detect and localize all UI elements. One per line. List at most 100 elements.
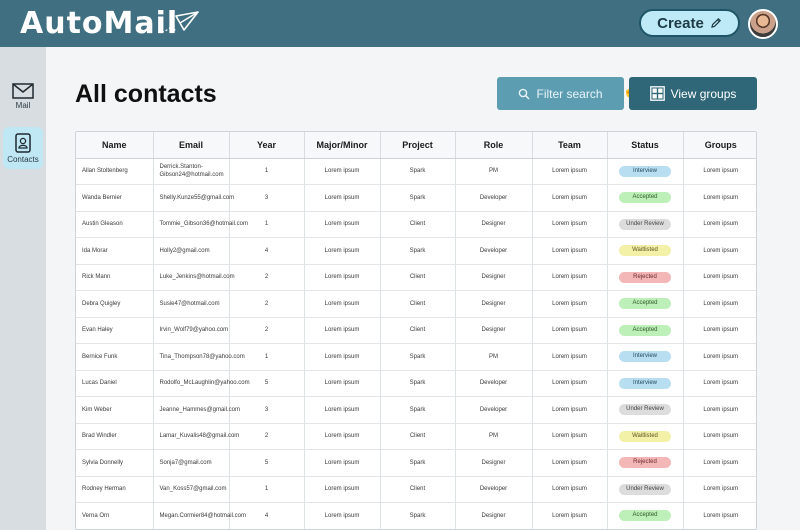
- grid-icon: [649, 86, 665, 101]
- table-header-row: Name Email Year Major/Minor Project Role…: [76, 132, 756, 159]
- status-badge: Interview: [619, 351, 671, 363]
- team-cell: Lorem ipsum: [532, 396, 608, 424]
- name-cell: Rick Mann: [76, 264, 154, 291]
- project-cell: Client: [380, 211, 456, 238]
- project-cell: Spark: [380, 449, 456, 477]
- role-cell: Designer: [455, 211, 533, 238]
- column-header[interactable]: Team: [532, 132, 608, 159]
- major-cell: Lorem ipsum: [304, 502, 381, 529]
- role-cell: Designer: [455, 317, 533, 344]
- team-cell: Lorem ipsum: [532, 264, 608, 291]
- groups-cell: Lorem ipsum: [683, 396, 756, 424]
- status-cell: Under Review: [607, 211, 684, 238]
- table-row[interactable]: Lucas Daniel Rodolfo_McLaughlin@yahoo.com…: [76, 370, 756, 397]
- major-cell: Lorem ipsum: [304, 211, 381, 238]
- status-cell: Waitlisted: [607, 237, 684, 265]
- groups-cell: Lorem ipsum: [683, 476, 756, 503]
- major-cell: Lorem ipsum: [304, 158, 381, 185]
- status-badge: Accepted: [619, 510, 671, 522]
- year-cell: 1: [229, 211, 305, 238]
- table-row[interactable]: Bernice Funk Tina_Thompson78@yahoo.com 1 Lo…: [76, 343, 756, 371]
- column-header[interactable]: Status: [607, 132, 684, 159]
- team-cell: Lorem ipsum: [532, 290, 608, 318]
- year-cell: 1: [229, 343, 305, 371]
- project-cell: Spark: [380, 502, 456, 529]
- page-title: All contacts: [75, 80, 217, 108]
- filter-search-button[interactable]: Filter search: [497, 77, 624, 110]
- year-cell: 4: [229, 237, 305, 265]
- status-cell: Rejected: [607, 449, 684, 477]
- email-cell: Sonja7@gmail.com: [153, 449, 230, 477]
- table-row[interactable]: Debra Quigley Susie47@hotmail.com 2 Lorem i…: [76, 290, 756, 318]
- sidebar-item-mail[interactable]: Mail: [3, 75, 43, 117]
- groups-cell: Lorem ipsum: [683, 423, 756, 450]
- status-badge: Accepted: [619, 298, 671, 310]
- major-cell: Lorem ipsum: [304, 396, 381, 424]
- email-cell: Susie47@hotmail.com: [153, 290, 230, 318]
- year-cell: 1: [229, 158, 305, 185]
- groups-cell: Lorem ipsum: [683, 449, 756, 477]
- major-cell: Lorem ipsum: [304, 423, 381, 450]
- name-cell: Lucas Daniel: [76, 370, 154, 397]
- table-row[interactable]: Verna Orn Megan.Cormier84@hotmail.com 4 Lor…: [76, 502, 756, 529]
- create-button[interactable]: Create: [639, 9, 740, 37]
- year-cell: 2: [229, 423, 305, 450]
- table-row[interactable]: Evan Haley Irvin_Wolf79@yahoo.com 2 Lorem i…: [76, 317, 756, 344]
- table-row[interactable]: Allan Stoltenberg Derrick.Stanton-Gibson2…: [76, 158, 756, 185]
- status-cell: Waitlisted: [607, 423, 684, 450]
- major-cell: Lorem ipsum: [304, 449, 381, 477]
- major-cell: Lorem ipsum: [304, 317, 381, 344]
- role-cell: Designer: [455, 264, 533, 291]
- column-header[interactable]: Year: [229, 132, 305, 159]
- table-row[interactable]: Ida Morar Holly2@gmail.com 4 Lorem ipsum Spa…: [76, 237, 756, 265]
- status-badge: Accepted: [619, 324, 671, 336]
- sidebar-item-contacts[interactable]: Contacts: [3, 127, 43, 169]
- email-cell: Megan.Cormier84@hotmail.com: [153, 502, 246, 529]
- status-cell: Accepted: [607, 502, 684, 529]
- team-cell: Lorem ipsum: [532, 237, 608, 265]
- project-cell: Spark: [380, 370, 456, 397]
- project-cell: Client: [380, 423, 456, 450]
- project-cell: Spark: [380, 343, 456, 371]
- column-header[interactable]: Email: [153, 132, 230, 159]
- view-groups-label: View groups: [670, 86, 737, 101]
- column-header[interactable]: Major/Minor: [304, 132, 381, 159]
- status-cell: Interview: [607, 158, 684, 185]
- name-cell: Evan Haley: [76, 317, 154, 344]
- status-badge: Waitlisted: [619, 245, 671, 257]
- table-row[interactable]: Sylvia Donnelly Sonja7@gmail.com 5 Lorem ip…: [76, 449, 756, 477]
- team-cell: Lorem ipsum: [532, 211, 608, 238]
- paper-plane-icon: [157, 11, 199, 33]
- major-cell: Lorem ipsum: [304, 476, 381, 503]
- name-cell: Verna Orn: [76, 502, 154, 529]
- column-header[interactable]: Groups: [683, 132, 756, 159]
- status-badge: Interview: [619, 377, 671, 389]
- project-cell: Spark: [380, 158, 456, 185]
- table-row[interactable]: Wanda Bernier Shelly.Kunze55@gmail.com 3 Lo…: [76, 184, 756, 212]
- status-badge: Rejected: [619, 457, 671, 469]
- team-cell: Lorem ipsum: [532, 184, 608, 212]
- table-row[interactable]: Rick Mann Luke_Jenkins@hotmail.com 2 Lorem …: [76, 264, 756, 291]
- table-row[interactable]: Kim Weber Jeanne_Hammes@gmail.com 3 Lorem i…: [76, 396, 756, 424]
- name-cell: Wanda Bernier: [76, 184, 154, 212]
- team-cell: Lorem ipsum: [532, 476, 608, 503]
- status-badge: Waitlisted: [619, 430, 671, 442]
- year-cell: 1: [229, 476, 305, 503]
- major-cell: Lorem ipsum: [304, 343, 381, 371]
- column-header[interactable]: Name: [76, 132, 154, 159]
- user-avatar[interactable]: [748, 9, 778, 39]
- year-cell: 5: [229, 370, 305, 397]
- email-cell: Tommie_Gibson36@hotmail.com: [153, 211, 248, 238]
- team-cell: Lorem ipsum: [532, 449, 608, 477]
- column-header[interactable]: Project: [380, 132, 456, 159]
- view-groups-button[interactable]: View groups: [629, 77, 757, 110]
- table-row[interactable]: Rodney Herman Van_Koss57@gmail.com 1 Lorem …: [76, 476, 756, 503]
- project-cell: Client: [380, 476, 456, 503]
- column-header[interactable]: Role: [455, 132, 533, 159]
- table-row[interactable]: Austin Gleason Tommie_Gibson36@hotmail.co…: [76, 211, 756, 238]
- table-row[interactable]: Brad Windler Lamar_Kuvalis48@gmail.com 2 Lo…: [76, 423, 756, 450]
- create-button-label: Create: [657, 14, 704, 32]
- groups-cell: Lorem ipsum: [683, 211, 756, 238]
- groups-cell: Lorem ipsum: [683, 184, 756, 212]
- project-cell: Client: [380, 264, 456, 291]
